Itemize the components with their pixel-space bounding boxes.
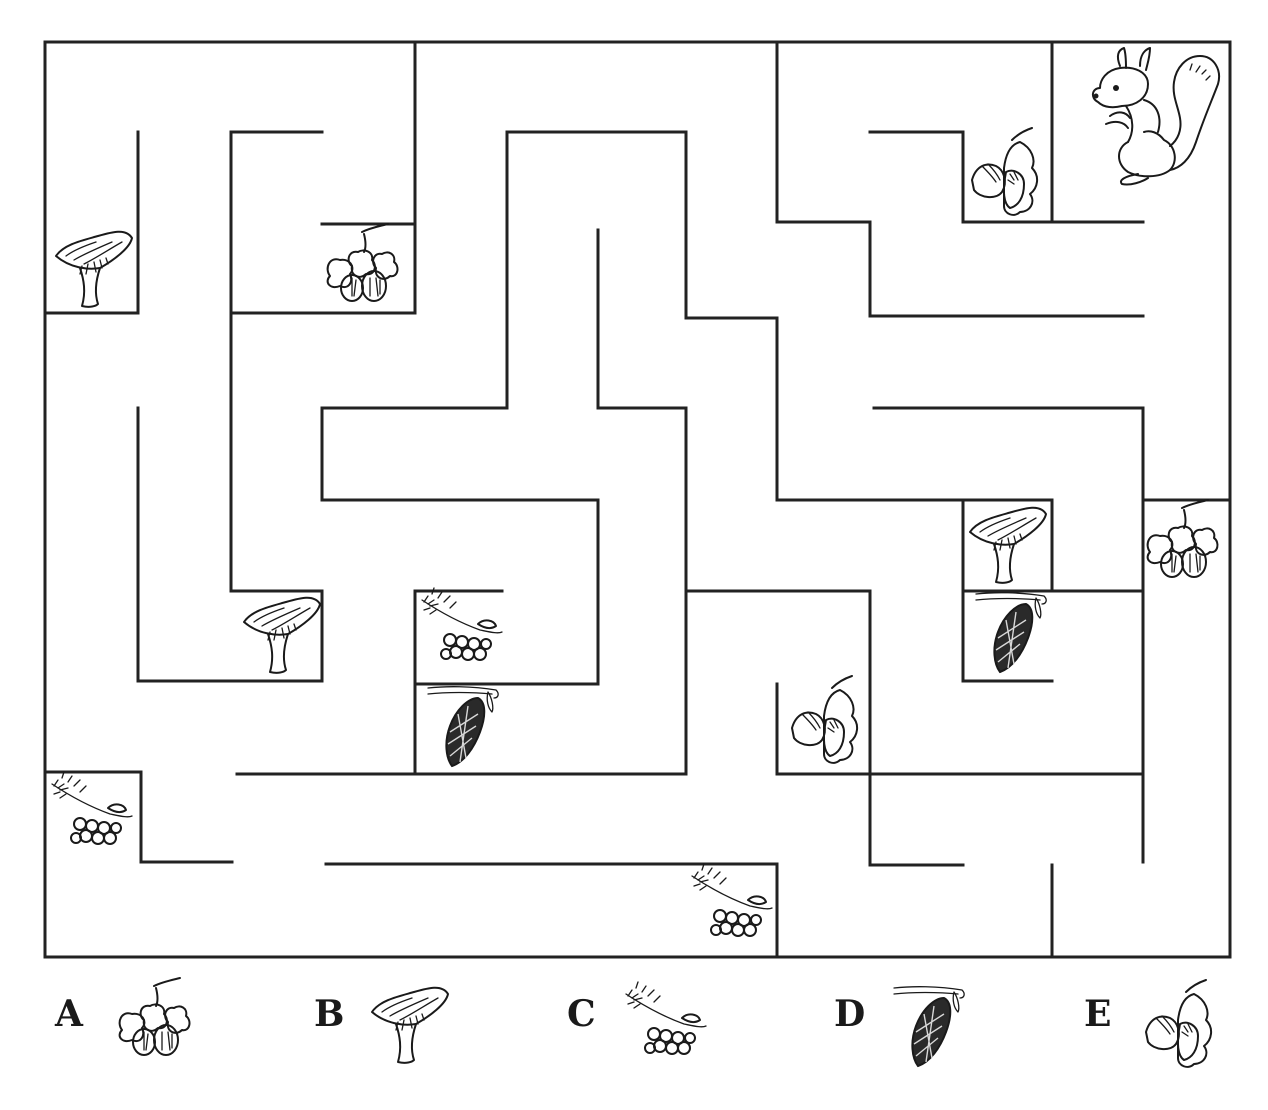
hazelnut-icon xyxy=(326,223,399,302)
option-b-label[interactable]: B xyxy=(314,993,345,1035)
option-a-hazelnut-icon xyxy=(118,977,191,1056)
pine-cone-icon xyxy=(427,685,500,767)
mushroom-icon xyxy=(55,230,133,308)
option-b-mushroom-icon xyxy=(371,986,449,1064)
option-c-label[interactable]: C xyxy=(567,993,596,1035)
option-a-label[interactable]: A xyxy=(55,993,83,1035)
option-e-acorn-icon xyxy=(1145,979,1213,1068)
squirrel-icon xyxy=(1091,47,1221,186)
option-d-label[interactable]: D xyxy=(834,993,866,1035)
pine-cone-icon xyxy=(975,591,1048,673)
rowan-berries-icon xyxy=(51,771,133,845)
option-c-rowan-berries-icon xyxy=(625,981,707,1055)
mushroom-icon xyxy=(243,596,321,674)
hazelnut-icon xyxy=(1146,499,1219,578)
option-d-pine-cone-icon xyxy=(893,985,966,1067)
mushroom-icon xyxy=(969,506,1047,584)
option-e-label[interactable]: E xyxy=(1084,993,1112,1035)
acorn-icon xyxy=(791,675,859,764)
rowan-berries-icon xyxy=(691,863,773,937)
maze-walls xyxy=(43,40,1232,957)
acorn-icon xyxy=(971,127,1039,216)
rowan-berries-icon xyxy=(421,587,503,661)
